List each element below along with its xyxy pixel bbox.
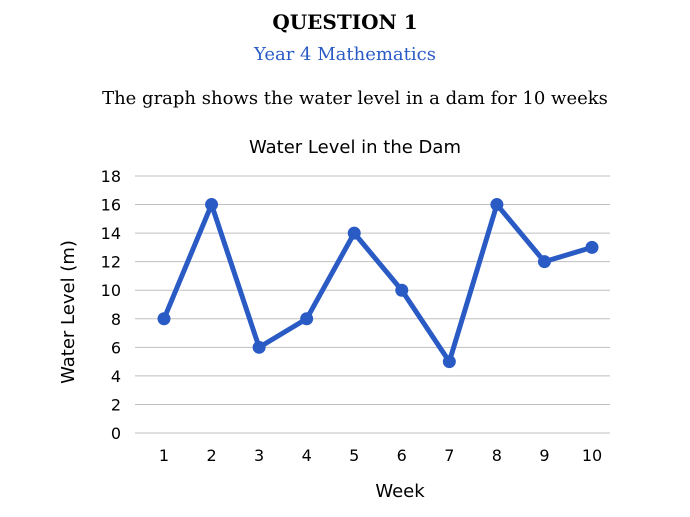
x-axis-label: Week [375, 481, 425, 502]
x-axis-ticks: 1 2 3 4 5 6 7 8 9 10 [159, 446, 602, 465]
x-tick-label-6: 6 [397, 446, 407, 465]
x-tick-label-2: 2 [206, 446, 216, 465]
y-axis-ticks: 0 2 4 6 8 10 12 14 16 18 [101, 167, 121, 443]
x-tick-label-3: 3 [254, 446, 264, 465]
y-tick-label-2: 2 [111, 395, 121, 414]
x-tick-label-1: 1 [159, 446, 169, 465]
data-point-week-4 [300, 312, 314, 326]
data-point-week-5 [347, 226, 361, 240]
chart-grid [135, 175, 610, 434]
data-point-week-10 [585, 240, 599, 254]
x-tick-label-9: 9 [539, 446, 549, 465]
data-point-week-6 [395, 283, 409, 297]
data-point-week-1 [157, 312, 171, 326]
y-tick-label-8: 8 [111, 310, 121, 329]
y-tick-label-18: 18 [101, 167, 121, 186]
y-tick-label-14: 14 [101, 224, 121, 243]
y-tick-label-4: 4 [111, 367, 121, 386]
y-tick-label-10: 10 [101, 281, 121, 300]
y-axis-label: Water Level (m) [58, 240, 79, 384]
x-tick-label-4: 4 [302, 446, 312, 465]
x-tick-label-10: 10 [582, 446, 602, 465]
data-point-week-2 [205, 198, 219, 212]
data-point-week-3 [252, 340, 266, 354]
y-tick-label-0: 0 [111, 424, 121, 443]
y-tick-label-12: 12 [101, 253, 121, 272]
x-tick-label-7: 7 [444, 446, 454, 465]
question-description: The graph shows the water level in a dam… [102, 88, 608, 109]
x-tick-label-8: 8 [492, 446, 502, 465]
series-line-group [157, 198, 599, 369]
x-tick-label-5: 5 [349, 446, 359, 465]
data-point-week-7 [442, 355, 456, 369]
chart-title: Water Level in the Dam [249, 137, 461, 158]
data-point-week-8 [490, 198, 504, 212]
subject-subtitle: Year 4 Mathematics [254, 44, 436, 65]
y-tick-label-16: 16 [101, 196, 121, 215]
question-heading: QUESTION 1 [272, 10, 418, 34]
y-tick-label-6: 6 [111, 338, 121, 357]
series-line [161, 202, 595, 365]
data-point-week-9 [537, 255, 551, 269]
